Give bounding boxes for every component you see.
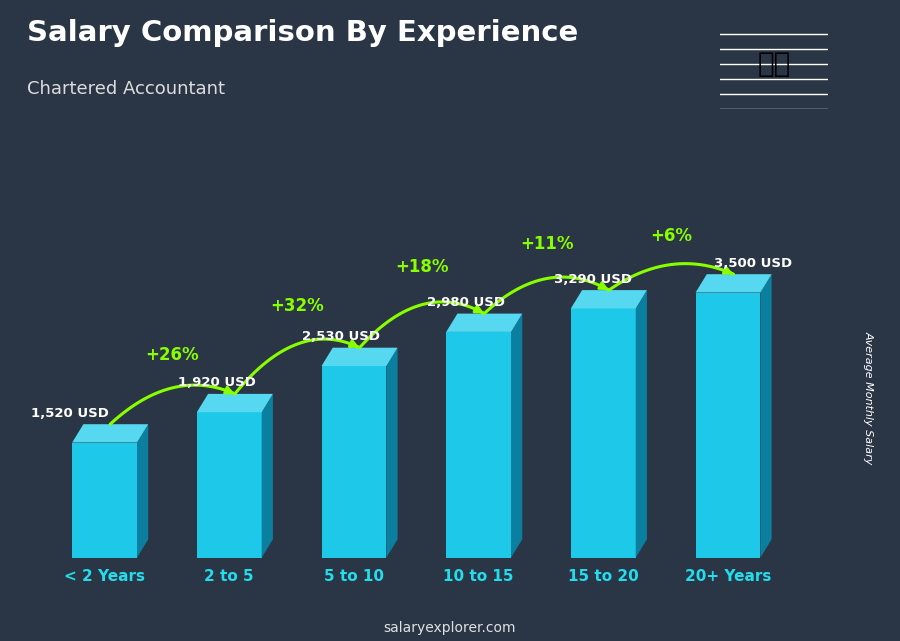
Text: 2,530 USD: 2,530 USD [302,330,381,343]
Text: 2,980 USD: 2,980 USD [428,296,505,309]
Polygon shape [446,332,511,558]
Text: 3,500 USD: 3,500 USD [714,256,792,270]
Polygon shape [511,313,522,558]
Polygon shape [696,292,760,558]
Text: +18%: +18% [395,258,448,276]
Polygon shape [72,424,148,442]
Polygon shape [321,366,386,558]
Text: +11%: +11% [520,235,573,253]
Text: Salary Comparison By Experience: Salary Comparison By Experience [27,19,578,47]
Polygon shape [760,274,771,558]
Text: Average Monthly Salary: Average Monthly Salary [863,331,874,464]
Text: +26%: +26% [146,346,199,364]
Polygon shape [321,347,398,366]
Polygon shape [635,290,647,558]
Polygon shape [696,274,771,292]
Polygon shape [446,313,522,332]
Text: +6%: +6% [651,227,692,245]
Text: Chartered Accountant: Chartered Accountant [27,80,225,98]
Polygon shape [72,442,137,558]
Polygon shape [571,290,647,308]
Text: 1,920 USD: 1,920 USD [178,376,256,389]
Polygon shape [386,347,398,558]
Polygon shape [197,412,262,558]
Polygon shape [262,394,273,558]
Text: 3,290 USD: 3,290 USD [554,272,633,285]
Polygon shape [137,424,148,558]
Text: salaryexplorer.com: salaryexplorer.com [383,620,517,635]
Polygon shape [197,394,273,412]
Polygon shape [571,308,635,558]
Text: +32%: +32% [270,297,324,315]
Text: 🇮🇴: 🇮🇴 [758,50,790,78]
Text: 1,520 USD: 1,520 USD [31,406,109,420]
